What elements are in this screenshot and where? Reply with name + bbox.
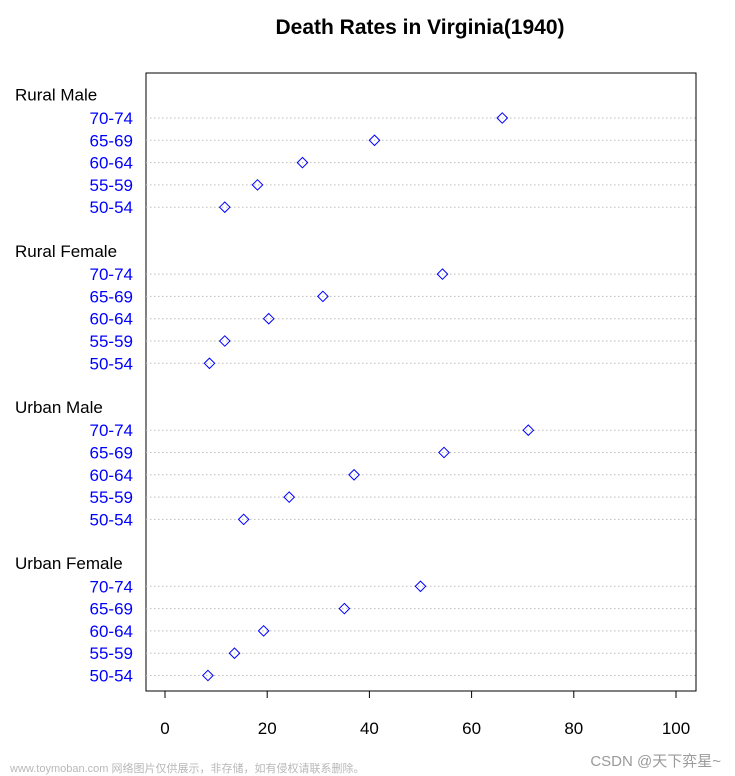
- data-point: [338, 602, 351, 615]
- group-label: Rural Female: [15, 242, 117, 261]
- category-label: 55-59: [90, 644, 133, 663]
- x-tick-label: 80: [564, 719, 583, 738]
- x-axis: 0 20 40 60 80 100: [160, 691, 690, 738]
- data-point: [218, 201, 231, 214]
- category-label: 60-64: [90, 466, 133, 485]
- category-label: 55-59: [90, 488, 133, 507]
- data-point: [251, 178, 264, 191]
- watermark-right: CSDN @天下弈星~: [590, 753, 721, 770]
- category-label: 65-69: [90, 287, 133, 306]
- data-point: [496, 112, 509, 124]
- category-label: 50-54: [90, 667, 133, 686]
- category-label: 60-64: [90, 154, 133, 173]
- category-label: 70-74: [90, 577, 133, 596]
- data-point: [203, 357, 216, 370]
- category-label: 65-69: [90, 444, 133, 463]
- x-tick-label: 0: [160, 719, 169, 738]
- data-point: [257, 624, 270, 637]
- category-label: 55-59: [90, 332, 133, 351]
- data-points: [202, 112, 535, 682]
- group-label: Urban Male: [15, 398, 103, 417]
- category-label: 60-64: [90, 310, 133, 329]
- category-label: 50-54: [90, 354, 133, 373]
- x-tick-label: 60: [462, 719, 481, 738]
- grid-lines: [146, 117, 696, 676]
- data-point: [436, 268, 449, 281]
- category-label: 55-59: [90, 176, 133, 195]
- data-point: [202, 669, 214, 682]
- x-tick-label: 100: [662, 719, 690, 738]
- group-label: Rural Male: [15, 86, 97, 105]
- data-point: [316, 290, 329, 303]
- x-tick-label: 40: [360, 719, 379, 738]
- category-label: 70-74: [90, 265, 133, 284]
- data-point: [522, 424, 535, 437]
- data-point: [283, 491, 296, 504]
- category-label: 65-69: [90, 131, 133, 150]
- chart-title: Death Rates in Virginia(1940): [275, 16, 564, 39]
- x-tick-label: 20: [258, 719, 277, 738]
- data-point: [348, 468, 360, 481]
- data-point: [438, 446, 450, 459]
- category-label: 50-54: [90, 198, 133, 217]
- group-label: Urban Female: [15, 554, 123, 573]
- category-label: 60-64: [90, 622, 133, 641]
- data-point: [414, 580, 427, 593]
- data-point: [237, 513, 250, 526]
- data-point: [296, 156, 309, 169]
- category-label: 65-69: [90, 600, 133, 619]
- category-label: 50-54: [90, 510, 133, 529]
- data-point: [262, 312, 275, 325]
- category-label: 70-74: [90, 109, 133, 128]
- row-labels: Rural Male 70-74 65-69 60-64 55-59 50-54 Rural…: [15, 86, 133, 686]
- data-point: [218, 335, 231, 347]
- data-point: [368, 134, 381, 147]
- plot-frame: [145, 72, 697, 692]
- category-label: 70-74: [90, 421, 133, 440]
- data-point: [228, 647, 241, 660]
- watermark-left: www.toymoban.com 网络图片仅供展示，非存储，如有侵权请联系删除。: [10, 763, 365, 775]
